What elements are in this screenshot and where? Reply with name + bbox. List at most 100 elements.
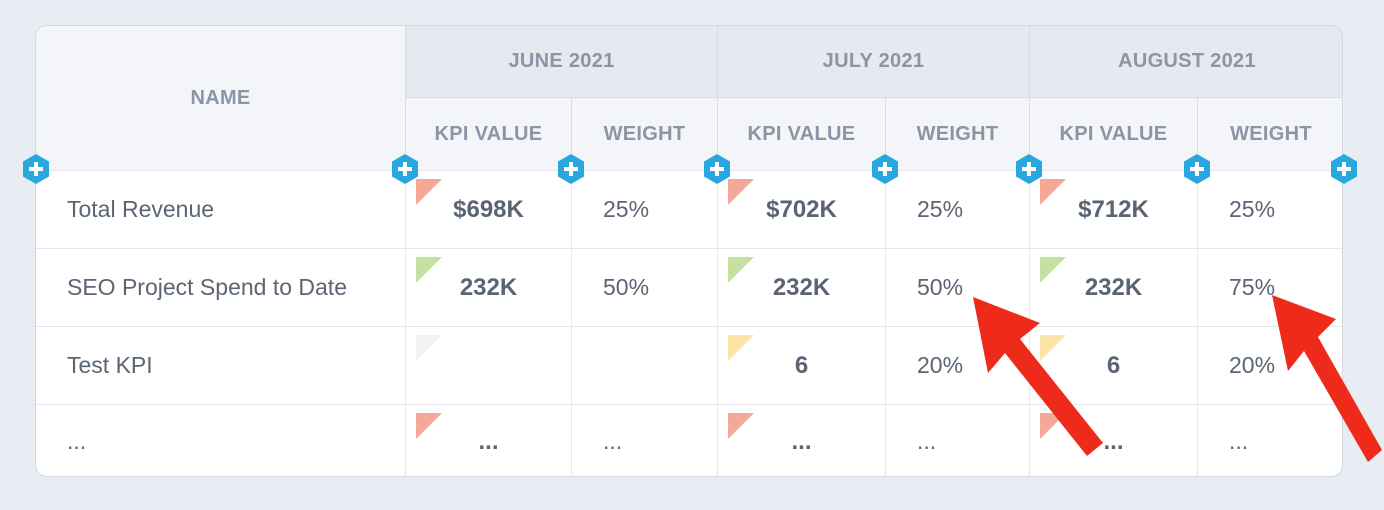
- kpi-value-header: KPI VALUE: [1029, 98, 1197, 170]
- plus-hexagon-icon: [1184, 154, 1210, 184]
- weight-value: 20%: [917, 352, 964, 378]
- status-indicator-green: [416, 257, 442, 283]
- add-column-button[interactable]: [556, 153, 586, 185]
- status-indicator-green: [1040, 257, 1066, 283]
- row-name-label: Total Revenue: [67, 196, 215, 222]
- weight-cell[interactable]: 25%: [1197, 170, 1342, 248]
- add-column-button[interactable]: [870, 153, 900, 185]
- add-column-button[interactable]: [390, 153, 420, 185]
- plus-hexagon-icon: [1016, 154, 1042, 184]
- plus-hexagon-icon: [558, 154, 584, 184]
- weight-value: 25%: [917, 196, 964, 222]
- weight-cell[interactable]: [571, 326, 717, 404]
- add-column-button[interactable]: [702, 153, 732, 185]
- kpi-value: $712K: [1078, 195, 1149, 223]
- month-label: AUGUST 2021: [1118, 50, 1256, 72]
- kpi-value-header: KPI VALUE: [405, 98, 571, 170]
- row-name-label: Test KPI: [67, 352, 153, 378]
- kpi-value: $702K: [766, 195, 837, 223]
- status-indicator-red: [728, 413, 754, 439]
- weight-cell[interactable]: ...: [885, 404, 1029, 476]
- kpi-value-header-label: KPI VALUE: [1059, 122, 1168, 145]
- kpi-value: 232K: [1084, 273, 1143, 301]
- status-indicator-red: [416, 413, 442, 439]
- plus-hexagon-icon: [704, 154, 730, 184]
- weight-value: 50%: [917, 274, 964, 300]
- weight-header: WEIGHT: [1197, 98, 1342, 170]
- weight-cell[interactable]: 75%: [1197, 248, 1342, 326]
- weight-cell[interactable]: 50%: [885, 248, 1029, 326]
- weight-value: 75%: [1229, 274, 1276, 300]
- kpi-value: 6: [794, 351, 809, 379]
- kpi-value-header: KPI VALUE: [717, 98, 885, 170]
- weight-header-label: WEIGHT: [1230, 122, 1312, 145]
- name-header-label: NAME: [190, 86, 251, 109]
- kpi-value: 232K: [459, 273, 518, 301]
- weight-cell[interactable]: 20%: [885, 326, 1029, 404]
- month-label: JUNE 2021: [508, 50, 615, 72]
- kpi-value: 232K: [772, 273, 831, 301]
- row-name-label: ...: [67, 428, 87, 454]
- status-indicator-yellow: [728, 335, 754, 361]
- kpi-value-header-label: KPI VALUE: [747, 122, 856, 145]
- kpi-value-cell[interactable]: ...: [405, 404, 571, 476]
- name-column-header: NAME: [36, 26, 405, 170]
- month-header-july: JULY 2021: [717, 26, 1029, 98]
- status-indicator-empty: [416, 335, 442, 361]
- weight-cell[interactable]: ...: [1197, 404, 1342, 476]
- kpi-value-cell[interactable]: [405, 326, 571, 404]
- status-indicator-yellow: [1040, 335, 1066, 361]
- add-column-button[interactable]: [1014, 153, 1044, 185]
- kpi-value-cell[interactable]: ...: [717, 404, 885, 476]
- add-column-button[interactable]: [1329, 153, 1359, 185]
- kpi-value-header-label: KPI VALUE: [434, 122, 543, 145]
- weight-cell[interactable]: 20%: [1197, 326, 1342, 404]
- weight-cell[interactable]: ...: [571, 404, 717, 476]
- weight-header: WEIGHT: [885, 98, 1029, 170]
- row-name-cell: ...: [36, 404, 405, 476]
- plus-hexagon-icon: [872, 154, 898, 184]
- weight-value: ...: [1229, 428, 1249, 454]
- kpi-table: NAME JUNE 2021 JULY 2021 AUGUST 2021 KPI…: [35, 25, 1343, 477]
- kpi-value-cell[interactable]: 232K: [717, 248, 885, 326]
- red-arrow-right: [1272, 295, 1382, 462]
- kpi-value-cell[interactable]: $712K: [1029, 170, 1197, 248]
- month-header-august: AUGUST 2021: [1029, 26, 1342, 98]
- status-indicator-red: [1040, 179, 1066, 205]
- add-column-button[interactable]: [1182, 153, 1212, 185]
- weight-header-label: WEIGHT: [916, 122, 999, 145]
- weight-value: 25%: [1229, 196, 1276, 222]
- arrow-shape: [973, 297, 1103, 456]
- kpi-value-cell[interactable]: 232K: [405, 248, 571, 326]
- kpi-value-cell[interactable]: 6: [717, 326, 885, 404]
- status-indicator-green: [728, 257, 754, 283]
- weight-value: ...: [917, 428, 937, 454]
- weight-value: ...: [603, 428, 623, 454]
- kpi-value-cell[interactable]: 232K: [1029, 248, 1197, 326]
- arrow-shape: [1272, 295, 1382, 462]
- weight-header-label: WEIGHT: [603, 122, 686, 145]
- row-name-label: SEO Project Spend to Date: [67, 274, 347, 300]
- kpi-value: $698K: [453, 195, 524, 223]
- kpi-value: ...: [791, 427, 812, 455]
- row-name-cell: Total Revenue: [36, 170, 405, 248]
- kpi-value-cell[interactable]: $698K: [405, 170, 571, 248]
- kpi-value-cell[interactable]: $702K: [717, 170, 885, 248]
- plus-hexagon-icon: [392, 154, 418, 184]
- status-indicator-red: [728, 179, 754, 205]
- kpi-value: ...: [478, 427, 499, 455]
- plus-hexagon-icon: [1331, 154, 1357, 184]
- weight-cell[interactable]: 25%: [571, 170, 717, 248]
- red-arrow-left: [973, 297, 1103, 456]
- row-name-cell: Test KPI: [36, 326, 405, 404]
- month-label: JULY 2021: [822, 50, 925, 72]
- row-name-cell: SEO Project Spend to Date: [36, 248, 405, 326]
- kpi-value: 6: [1106, 351, 1121, 379]
- month-header-june: JUNE 2021: [405, 26, 717, 98]
- weight-cell[interactable]: 50%: [571, 248, 717, 326]
- weight-cell[interactable]: 25%: [885, 170, 1029, 248]
- weight-value: 50%: [603, 274, 650, 300]
- plus-hexagon-icon: [23, 154, 49, 184]
- add-column-button[interactable]: [21, 153, 51, 185]
- kpi-value: ...: [1103, 427, 1124, 455]
